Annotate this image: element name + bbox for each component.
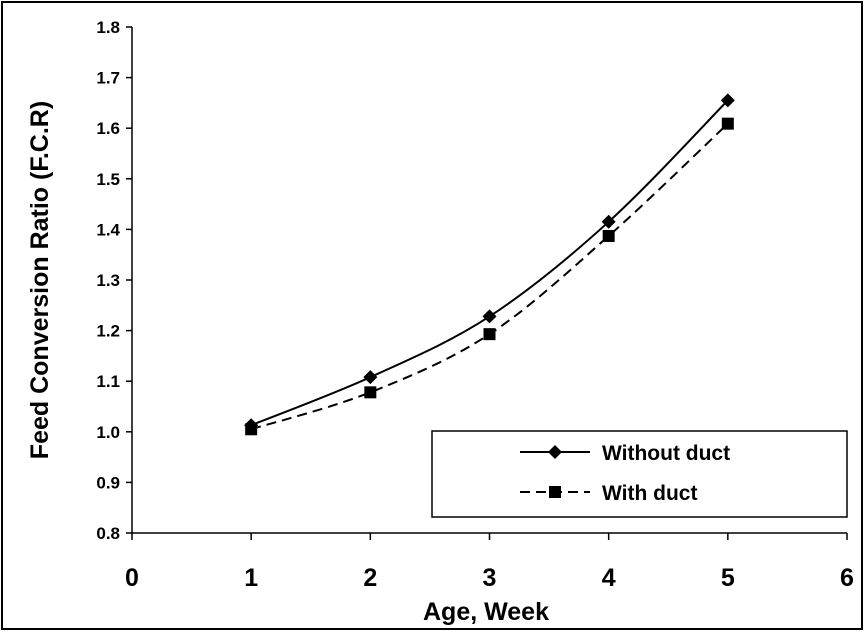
y-tick-label: 0.9 [96,473,120,492]
x-tick-label: 6 [840,564,854,592]
series-layer [244,93,735,436]
y-tick-label: 1.3 [96,271,120,290]
y-tick-label: 1.8 [96,18,120,37]
y-tick-label: 1.7 [96,69,120,88]
diamond-point [601,214,616,229]
legend-square-icon [549,486,561,498]
legend-label: With duct [602,482,697,505]
legend-item: Without duct [520,442,730,465]
x-tick-label: 0 [125,564,139,592]
legend-diamond-icon [548,445,562,459]
x-tick-label: 4 [602,564,616,592]
diamond-point [482,309,497,324]
y-tick-label: 1.5 [96,170,120,189]
square-point [483,328,496,341]
diamond-point [363,370,378,385]
x-axis-title: Age, Week [423,598,549,626]
legend: Without duct With duct [431,430,848,518]
series-line [250,99,729,427]
y-axis-title: Feed Conversion Ratio (F.C.R) [26,101,54,459]
x-tick-label: 5 [721,564,735,592]
x-tick-label: 2 [363,564,377,592]
x-tick-label: 1 [244,564,258,592]
y-tick-label: 1.1 [96,372,120,391]
legend-item: With duct [520,482,697,505]
legend-box [431,430,848,518]
y-tick-label: 0.8 [96,524,120,543]
square-point [364,386,377,399]
square-point [721,117,734,130]
y-tick-label: 1.0 [96,423,120,442]
y-tick-label: 1.2 [96,322,120,341]
y-tick-label: 1.4 [96,220,120,239]
diamond-point [720,93,735,108]
square-point [245,423,258,436]
legend-items: Without duct With duct [520,442,730,505]
square-point [602,229,615,242]
y-tick-label: 1.6 [96,119,120,138]
legend-label: Without duct [602,442,730,465]
series-2 [245,117,734,436]
x-tick-label: 3 [483,564,497,592]
axes: 0.8 0.9 1.0 1.1 1.2 1.3 1.4 1.5 1.6 1.7 1.8 0 1 2 3 4 5 6 [96,18,854,592]
